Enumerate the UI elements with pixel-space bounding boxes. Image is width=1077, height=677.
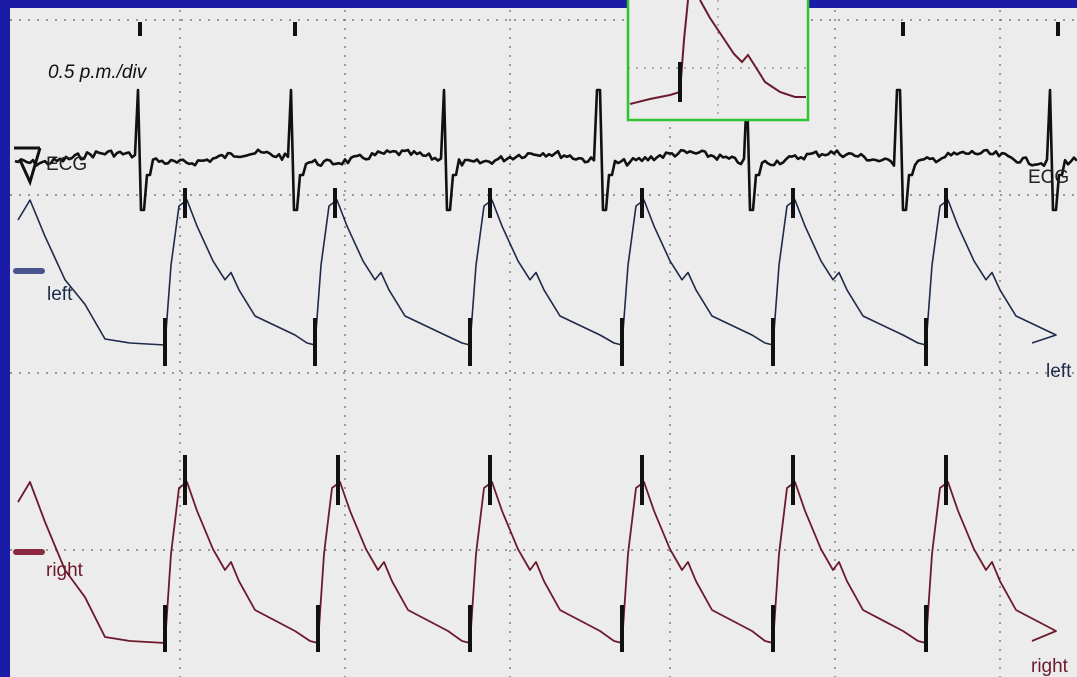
right-label: right bbox=[46, 560, 84, 581]
ecg-label: ECG bbox=[46, 154, 87, 175]
grid bbox=[10, 10, 1077, 677]
ecg-end-label: ECG bbox=[1028, 167, 1069, 188]
ecg-marker bbox=[293, 22, 297, 36]
series-ecg-line bbox=[14, 88, 1077, 212]
ecg-marker bbox=[901, 22, 905, 36]
right-baseline-marker bbox=[13, 549, 45, 555]
left-label: left bbox=[47, 284, 73, 305]
series-right-line bbox=[17, 481, 1057, 644]
left-baseline-marker bbox=[13, 268, 45, 274]
chart-paper bbox=[10, 8, 1077, 677]
right-end-label: right bbox=[1031, 656, 1069, 677]
ecg-marker bbox=[1056, 22, 1060, 36]
ecg-markers bbox=[138, 22, 1060, 36]
ecg-marker bbox=[138, 22, 142, 36]
inset-box bbox=[626, 0, 810, 122]
inset-trace bbox=[629, 0, 806, 105]
series-left-line bbox=[17, 199, 1057, 346]
ecg-calibration-mark bbox=[14, 146, 42, 187]
scale-label: 0.5 p.m./div bbox=[48, 62, 148, 83]
pulse-tick-marks bbox=[163, 188, 948, 652]
inset-zoom bbox=[626, 0, 810, 122]
left-end-label: left bbox=[1046, 361, 1072, 382]
